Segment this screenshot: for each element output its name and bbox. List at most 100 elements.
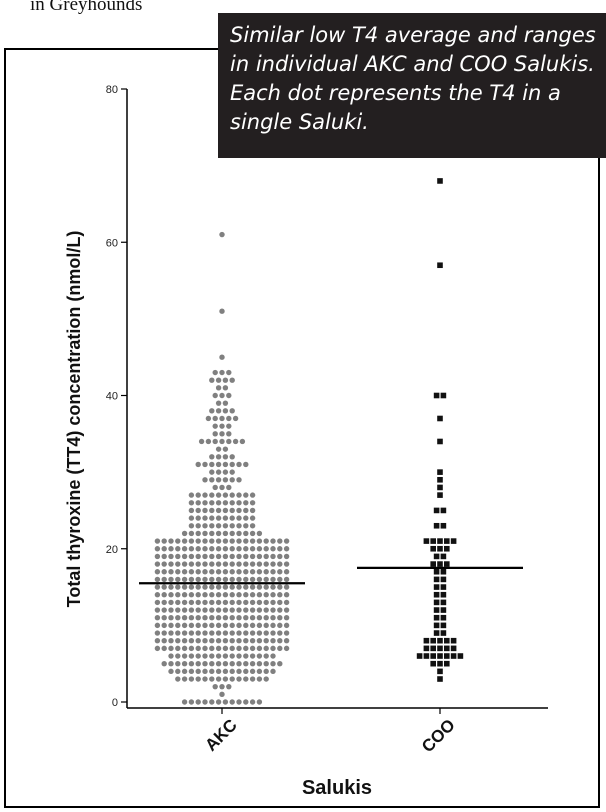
y-tick-label: 20 bbox=[106, 544, 118, 556]
coo-data-point bbox=[423, 538, 430, 544]
akc-data-point bbox=[229, 630, 235, 636]
figure-caption-fragment: in Greyhounds bbox=[30, 0, 143, 15]
akc-data-point bbox=[219, 691, 225, 698]
akc-data-point bbox=[229, 615, 235, 621]
akc-data-point bbox=[188, 615, 195, 621]
coo-data-point bbox=[437, 660, 443, 667]
akc-data-point bbox=[229, 576, 235, 583]
akc-data-point bbox=[243, 660, 249, 667]
akc-data-point bbox=[236, 676, 242, 682]
akc-data-point bbox=[236, 500, 242, 506]
akc-data-point bbox=[161, 615, 167, 621]
akc-data-point bbox=[249, 576, 256, 583]
akc-data-point bbox=[168, 599, 174, 606]
coo-data-point bbox=[433, 630, 440, 636]
akc-data-point bbox=[236, 561, 242, 567]
akc-data-point bbox=[270, 638, 276, 644]
akc-data-point bbox=[243, 523, 249, 529]
akc-data-point bbox=[222, 377, 229, 383]
akc-data-point bbox=[243, 645, 249, 652]
akc-data-point bbox=[188, 622, 195, 629]
akc-data-point bbox=[215, 385, 222, 391]
akc-data-point bbox=[195, 638, 201, 644]
akc-data-point bbox=[219, 354, 225, 360]
y-ticks: 0 20 40 60 80 bbox=[106, 84, 127, 709]
akc-data-point bbox=[243, 615, 249, 621]
akc-data-point bbox=[181, 592, 188, 598]
akc-data-point bbox=[256, 592, 263, 598]
akc-data-point bbox=[209, 576, 215, 583]
akc-data-point bbox=[195, 553, 201, 560]
akc-data-point bbox=[277, 569, 283, 575]
akc-data-point bbox=[249, 546, 256, 552]
akc-data-point bbox=[209, 630, 215, 636]
akc-data-point bbox=[249, 599, 256, 606]
akc-data-point bbox=[256, 599, 263, 606]
akc-data-point bbox=[195, 523, 201, 529]
coo-data-point bbox=[440, 522, 447, 529]
coo-data-point bbox=[433, 591, 440, 598]
akc-data-point bbox=[215, 660, 222, 667]
akc-data-point bbox=[256, 607, 263, 613]
akc-data-point bbox=[188, 676, 195, 682]
akc-data-point bbox=[188, 546, 195, 552]
akc-data-point bbox=[283, 553, 290, 560]
akc-data-point bbox=[229, 553, 235, 560]
akc-data-point bbox=[195, 561, 201, 567]
akc-data-point bbox=[209, 515, 215, 521]
akc-data-point bbox=[154, 607, 161, 613]
akc-data-point bbox=[256, 676, 263, 682]
coo-data-point bbox=[430, 637, 436, 644]
akc-data-point bbox=[195, 530, 201, 537]
akc-data-point bbox=[229, 477, 235, 483]
akc-data-point bbox=[161, 660, 167, 667]
akc-data-point bbox=[256, 530, 263, 537]
akc-data-point bbox=[263, 553, 269, 560]
akc-data-point bbox=[256, 660, 263, 667]
akc-data-point bbox=[249, 523, 256, 529]
akc-data-point bbox=[175, 592, 181, 598]
akc-data-point bbox=[154, 546, 161, 552]
akc-data-point bbox=[249, 500, 256, 506]
akc-data-point bbox=[195, 699, 201, 705]
akc-data-point bbox=[222, 561, 229, 567]
akc-data-point bbox=[270, 592, 276, 598]
akc-data-point bbox=[168, 630, 174, 636]
akc-data-point bbox=[161, 622, 167, 629]
akc-data-point bbox=[229, 408, 235, 414]
coo-data-point bbox=[433, 614, 440, 621]
akc-data-point bbox=[263, 653, 269, 659]
akc-data-point bbox=[215, 561, 222, 567]
akc-data-point bbox=[263, 569, 269, 575]
y-tick-label: 0 bbox=[112, 697, 118, 709]
akc-data-point bbox=[243, 653, 249, 659]
akc-data-point bbox=[256, 615, 263, 621]
akc-data-point bbox=[168, 561, 174, 567]
akc-data-point bbox=[256, 569, 263, 575]
coo-data-point bbox=[433, 584, 440, 590]
akc-data-point bbox=[175, 622, 181, 629]
akc-data-point bbox=[283, 638, 290, 644]
akc-data-point bbox=[226, 369, 232, 376]
akc-data-point bbox=[277, 645, 283, 652]
coo-data-point bbox=[433, 392, 440, 399]
akc-data-point bbox=[195, 660, 201, 667]
akc-data-point bbox=[229, 561, 235, 567]
akc-data-point bbox=[154, 553, 161, 560]
akc-data-point bbox=[229, 607, 235, 613]
akc-data-point bbox=[175, 584, 181, 590]
akc-data-point bbox=[243, 561, 249, 567]
coo-data-point bbox=[430, 660, 436, 667]
akc-data-point bbox=[283, 615, 290, 621]
akc-data-point bbox=[188, 492, 195, 498]
akc-data-point bbox=[249, 592, 256, 598]
akc-data-point bbox=[175, 645, 181, 652]
akc-data-point bbox=[236, 538, 242, 544]
akc-data-point bbox=[222, 492, 229, 498]
akc-data-point bbox=[236, 599, 242, 606]
coo-data-point bbox=[440, 622, 447, 629]
akc-data-point bbox=[195, 607, 201, 613]
akc-data-point bbox=[168, 592, 174, 598]
akc-data-point bbox=[202, 607, 208, 613]
akc-data-point bbox=[209, 645, 215, 652]
